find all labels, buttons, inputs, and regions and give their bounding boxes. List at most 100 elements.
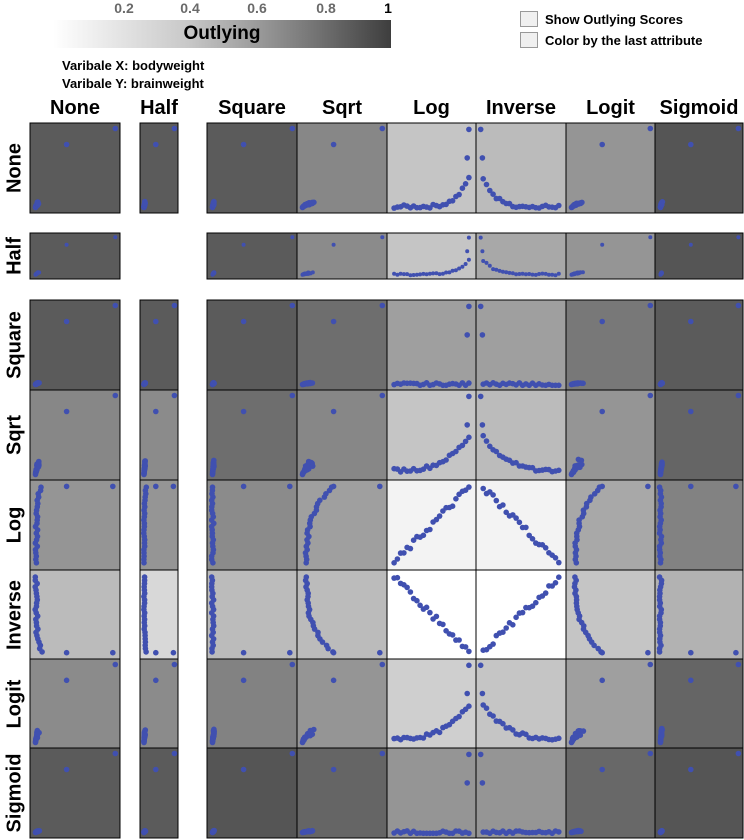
cell-log-log[interactable] [386, 479, 477, 571]
data-point [240, 483, 247, 490]
cell-logit-logit[interactable] [565, 658, 656, 749]
cell-log-half[interactable] [139, 479, 179, 571]
data-point [599, 766, 605, 773]
color-by-last-attribute-option[interactable]: Color by the last attribute [520, 32, 702, 48]
data-point [517, 272, 522, 276]
cell-sqrt-inverse[interactable] [475, 389, 567, 481]
cell-sigmoid-square[interactable] [206, 747, 298, 839]
cell-log-logit[interactable] [565, 479, 656, 571]
cell-background [29, 389, 121, 481]
data-point [64, 242, 69, 247]
data-point [63, 677, 70, 684]
cell-sigmoid-half[interactable] [139, 747, 179, 839]
data-point [330, 141, 337, 148]
cell-background [206, 299, 298, 391]
data-point [63, 483, 70, 490]
cell-sqrt-sqrt[interactable] [296, 389, 388, 481]
cell-half-sigmoid[interactable] [654, 232, 744, 280]
data-point [36, 828, 43, 834]
cell-half-square[interactable] [206, 232, 298, 280]
cell-square-none[interactable] [29, 299, 121, 391]
cell-square-sigmoid[interactable] [654, 299, 744, 391]
cell-sqrt-none[interactable] [29, 389, 121, 481]
cell-sqrt-sigmoid[interactable] [654, 389, 744, 481]
cell-sigmoid-sigmoid[interactable] [654, 747, 744, 839]
data-point [112, 392, 119, 399]
cell-sigmoid-sqrt[interactable] [296, 747, 388, 839]
show-outlying-scores-checkbox[interactable] [520, 11, 538, 27]
cell-none-none[interactable] [29, 122, 121, 214]
cell-none-log[interactable] [386, 122, 477, 214]
cell-sqrt-half[interactable] [139, 389, 179, 481]
data-point [591, 642, 597, 649]
data-point [153, 408, 159, 415]
cell-log-none[interactable] [29, 479, 121, 571]
cell-sigmoid-inverse[interactable] [475, 747, 567, 839]
cell-none-logit[interactable] [565, 122, 656, 214]
data-point [465, 249, 470, 254]
data-point [466, 434, 472, 441]
data-point [688, 677, 694, 684]
cell-half-log[interactable] [386, 232, 477, 280]
data-point [503, 725, 510, 731]
cell-log-inverse[interactable] [475, 479, 567, 571]
cell-none-half[interactable] [139, 122, 179, 214]
data-point [466, 751, 472, 758]
cell-log-sqrt[interactable] [296, 479, 388, 571]
data-point [143, 484, 150, 491]
cell-none-square[interactable] [206, 122, 298, 214]
cell-logit-inverse[interactable] [475, 658, 567, 749]
cell-sqrt-log[interactable] [386, 389, 477, 481]
cell-square-log[interactable] [386, 299, 477, 391]
cell-background [386, 299, 477, 391]
color-by-last-attribute-checkbox[interactable] [520, 32, 538, 48]
cell-log-sigmoid[interactable] [654, 479, 744, 571]
column-header-sigmoid: Sigmoid [659, 97, 739, 119]
cell-inverse-half[interactable] [139, 569, 179, 660]
data-point [464, 780, 471, 786]
data-point [443, 457, 449, 463]
data-point [171, 661, 178, 668]
cell-inverse-inverse[interactable] [475, 569, 567, 660]
cell-log-square[interactable] [206, 479, 298, 571]
data-point [537, 272, 542, 276]
cell-logit-sqrt[interactable] [296, 658, 388, 749]
cell-logit-sigmoid[interactable] [654, 658, 744, 749]
data-point [588, 494, 594, 500]
cell-inverse-sqrt[interactable] [296, 569, 388, 660]
data-point [142, 198, 148, 205]
cell-sigmoid-log[interactable] [386, 747, 477, 839]
cell-background [654, 232, 744, 280]
cell-none-sigmoid[interactable] [654, 122, 744, 214]
cell-inverse-sigmoid[interactable] [654, 569, 744, 660]
cell-half-none[interactable] [29, 232, 121, 280]
cell-square-sqrt[interactable] [296, 299, 388, 391]
data-point [289, 302, 296, 309]
cell-logit-none[interactable] [29, 658, 121, 749]
data-point [659, 199, 666, 205]
cell-logit-log[interactable] [386, 658, 477, 749]
cell-square-inverse[interactable] [475, 299, 567, 391]
cell-background [386, 747, 477, 839]
cell-sqrt-square[interactable] [206, 389, 298, 481]
cell-half-logit[interactable] [565, 232, 656, 280]
cell-sigmoid-logit[interactable] [565, 747, 656, 839]
cell-sqrt-logit[interactable] [565, 389, 656, 481]
cell-square-logit[interactable] [565, 299, 656, 391]
cell-none-inverse[interactable] [475, 122, 567, 214]
cell-half-sqrt[interactable] [296, 232, 388, 280]
cell-inverse-log[interactable] [386, 569, 477, 660]
cell-inverse-square[interactable] [206, 569, 298, 660]
cell-square-half[interactable] [139, 299, 179, 391]
cell-half-inverse[interactable] [475, 232, 567, 280]
data-point [480, 647, 487, 653]
cell-logit-half[interactable] [139, 658, 179, 749]
cell-background [565, 747, 656, 839]
cell-inverse-logit[interactable] [565, 569, 656, 660]
show-outlying-scores-option[interactable]: Show Outlying Scores [520, 11, 683, 27]
cell-inverse-none[interactable] [29, 569, 121, 660]
cell-sigmoid-none[interactable] [29, 747, 121, 839]
cell-logit-square[interactable] [206, 658, 298, 749]
cell-none-sqrt[interactable] [296, 122, 388, 214]
cell-square-square[interactable] [206, 299, 298, 391]
